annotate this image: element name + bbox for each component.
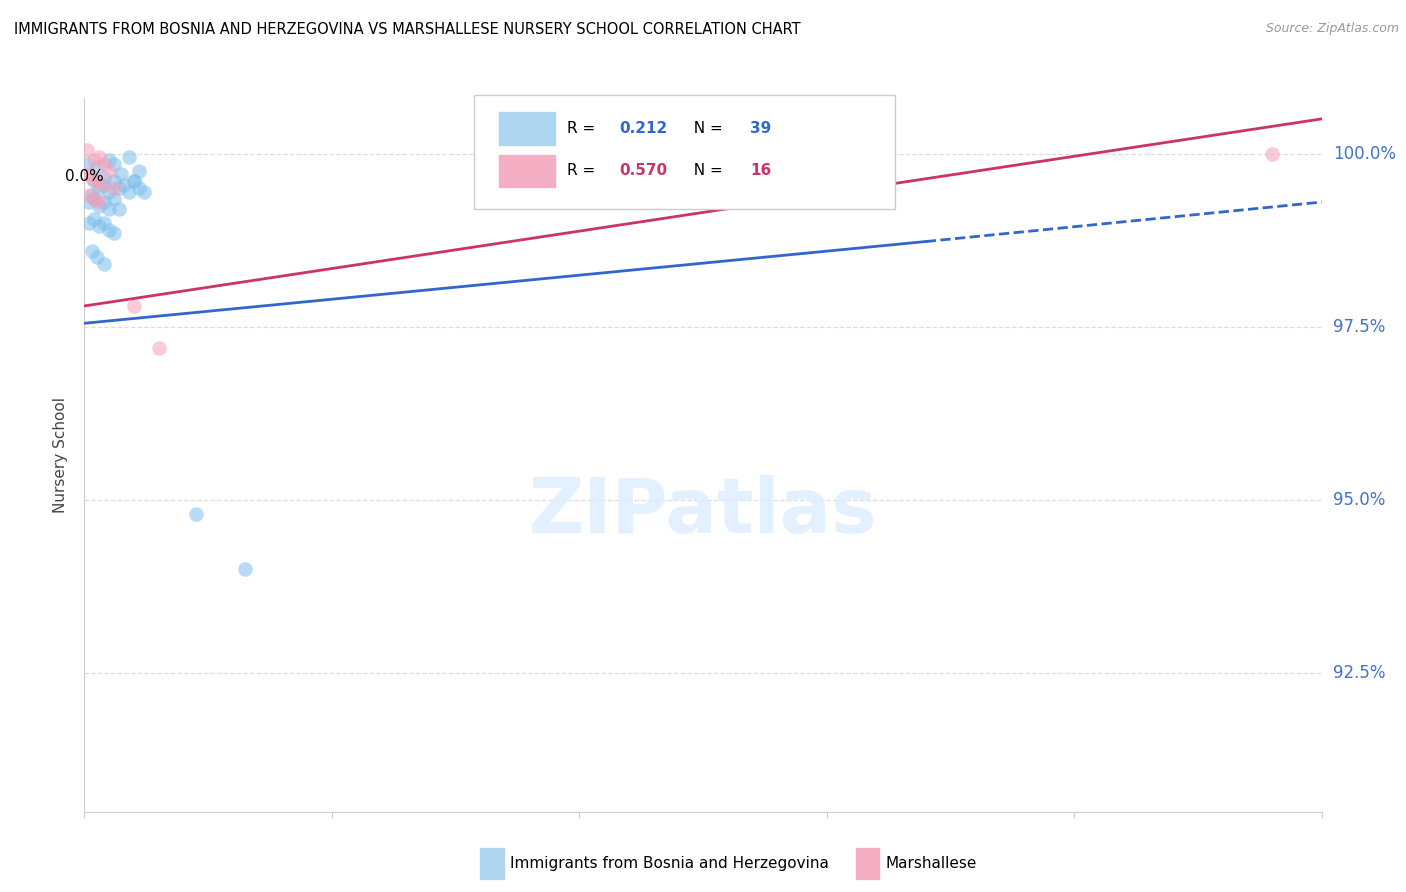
Point <box>89 219 111 234</box>
Point <box>90 178 112 192</box>
Point <box>103 226 125 240</box>
Point <box>89 181 111 195</box>
Text: 97.5%: 97.5% <box>1333 318 1385 335</box>
Point <box>1261 146 1284 161</box>
Point <box>79 216 101 230</box>
Text: 39: 39 <box>749 120 772 136</box>
Point <box>93 157 115 171</box>
Text: 16: 16 <box>749 163 772 178</box>
Point <box>118 185 141 199</box>
Point <box>79 195 101 210</box>
Point <box>148 341 170 355</box>
Point <box>83 174 105 188</box>
Text: Marshallese: Marshallese <box>886 856 977 871</box>
Point <box>184 507 207 521</box>
Point <box>103 192 125 206</box>
Point <box>122 299 145 313</box>
Point <box>233 562 256 576</box>
Point <box>98 223 121 237</box>
Point <box>93 216 115 230</box>
Point <box>86 251 108 265</box>
Text: 0.0%: 0.0% <box>65 169 104 184</box>
Point <box>93 178 115 192</box>
Point <box>76 143 98 157</box>
Text: 0.212: 0.212 <box>619 120 666 136</box>
Text: R =: R = <box>567 163 600 178</box>
FancyBboxPatch shape <box>499 112 554 145</box>
Point <box>86 161 108 175</box>
Point <box>128 181 150 195</box>
Point <box>108 202 131 216</box>
FancyBboxPatch shape <box>499 155 554 187</box>
Point <box>79 167 101 181</box>
Point <box>93 170 115 185</box>
Point <box>98 164 121 178</box>
Point <box>118 150 141 164</box>
Point <box>103 174 125 188</box>
Text: 95.0%: 95.0% <box>1333 491 1385 509</box>
Point <box>89 195 111 210</box>
Text: 100.0%: 100.0% <box>1333 145 1396 162</box>
Point <box>86 174 108 188</box>
Text: R =: R = <box>567 120 600 136</box>
Point <box>108 181 131 195</box>
Point <box>110 167 132 181</box>
Point <box>98 202 121 216</box>
Text: ZIPatlas: ZIPatlas <box>529 475 877 549</box>
Point <box>80 170 103 185</box>
Point <box>93 195 115 210</box>
Point <box>83 192 105 206</box>
Point <box>89 150 111 164</box>
Text: Immigrants from Bosnia and Herzegovina: Immigrants from Bosnia and Herzegovina <box>510 856 830 871</box>
Point <box>80 188 103 202</box>
Point <box>89 198 111 212</box>
Text: 0.570: 0.570 <box>619 163 666 178</box>
Y-axis label: Nursery School: Nursery School <box>53 397 69 513</box>
Point <box>83 212 105 227</box>
Point <box>83 153 105 168</box>
Point <box>128 164 150 178</box>
Point <box>112 178 135 192</box>
Point <box>103 157 125 171</box>
Point <box>83 192 105 206</box>
FancyBboxPatch shape <box>474 95 894 209</box>
Point <box>93 257 115 271</box>
Point <box>98 185 121 199</box>
Text: N =: N = <box>685 163 728 178</box>
Point <box>80 244 103 258</box>
Point <box>122 174 145 188</box>
Point <box>98 153 121 168</box>
Point <box>76 157 98 171</box>
Point <box>103 181 125 195</box>
Text: N =: N = <box>685 120 728 136</box>
Point <box>122 174 145 188</box>
Point <box>79 188 101 202</box>
Text: IMMIGRANTS FROM BOSNIA AND HERZEGOVINA VS MARSHALLESE NURSERY SCHOOL CORRELATION: IMMIGRANTS FROM BOSNIA AND HERZEGOVINA V… <box>14 22 800 37</box>
Point <box>132 185 155 199</box>
Text: Source: ZipAtlas.com: Source: ZipAtlas.com <box>1265 22 1399 36</box>
Text: 92.5%: 92.5% <box>1333 665 1385 682</box>
